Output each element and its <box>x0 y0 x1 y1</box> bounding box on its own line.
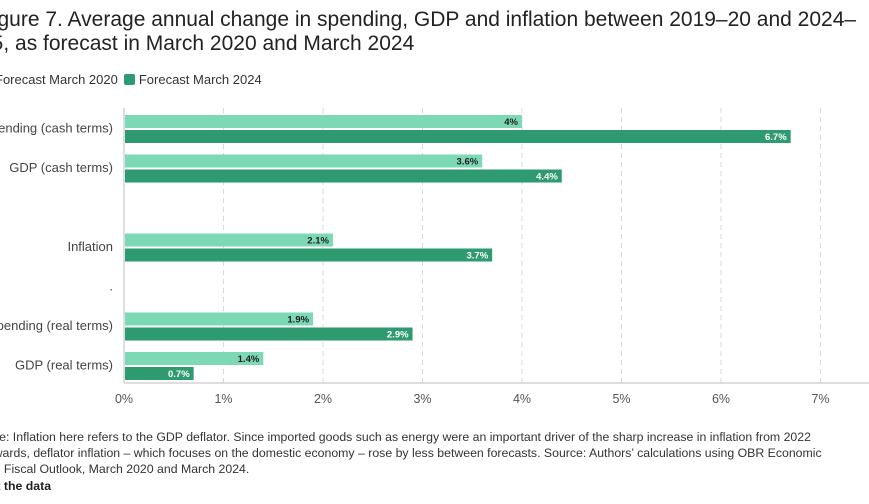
data-label: 3.7% <box>466 251 488 262</box>
x-tick-label: 3% <box>413 392 431 406</box>
chart-legend: Forecast March 2020 Forecast March 2024 <box>0 72 268 87</box>
x-tick-label: 4% <box>513 392 531 406</box>
bar-march-2024 <box>125 169 562 183</box>
x-tick-label: 1% <box>214 392 232 406</box>
data-label: 1.9% <box>287 315 309 326</box>
legend-item-march-2024[interactable]: Forecast March 2024 <box>123 72 262 87</box>
bar-march-2024 <box>125 327 413 341</box>
bar-march-2020 <box>125 154 483 168</box>
x-tick-label: 5% <box>612 392 630 406</box>
legend-label-march-2024: Forecast March 2024 <box>138 72 262 87</box>
legend-label-march-2020: Forecast March 2020 <box>0 72 118 87</box>
data-label: 4.4% <box>536 172 558 183</box>
category-label: . <box>109 279 113 294</box>
data-label: 2.1% <box>307 236 329 247</box>
data-label: 1.4% <box>238 354 260 365</box>
data-label: 3.6% <box>457 157 479 168</box>
category-label: GDP (cash terms) <box>9 160 113 175</box>
data-label: 0.7% <box>168 369 190 380</box>
x-tick-label: 0% <box>115 392 133 406</box>
bar-march-2020 <box>125 312 314 326</box>
legend-swatch-march-2024 <box>123 74 135 85</box>
bar-march-2020 <box>125 352 264 365</box>
chart-notes: Note: Inflation here refers to the GDP d… <box>0 430 822 476</box>
bar-march-2024 <box>125 248 493 262</box>
bar-march-2020 <box>125 233 333 247</box>
x-tick-label: 6% <box>712 392 730 406</box>
get-data-link[interactable]: Get the data <box>0 479 52 493</box>
category-label: GDP (real terms) <box>15 358 113 373</box>
bar-chart: 0% 1% 2% 3% 4% 5% 6% 7% Spending (cash terms) 4% 6… <box>0 108 869 406</box>
data-label: 6.7% <box>765 132 787 143</box>
category-label: Spending (real terms) <box>0 318 113 333</box>
x-tick-label: 7% <box>811 392 829 406</box>
category-label: Spending (cash terms) <box>0 121 113 136</box>
bar-march-2024 <box>125 367 194 380</box>
data-label: 4% <box>504 117 518 128</box>
bar-march-2024 <box>125 130 791 143</box>
category-label: Inflation <box>67 239 113 254</box>
bar-march-2020 <box>125 115 522 128</box>
x-tick-label: 2% <box>314 392 332 406</box>
data-label: 2.9% <box>387 330 409 341</box>
chart-title: Figure 7. Average annual change in spend… <box>0 8 857 55</box>
legend-item-march-2020[interactable]: Forecast March 2020 <box>0 72 118 87</box>
